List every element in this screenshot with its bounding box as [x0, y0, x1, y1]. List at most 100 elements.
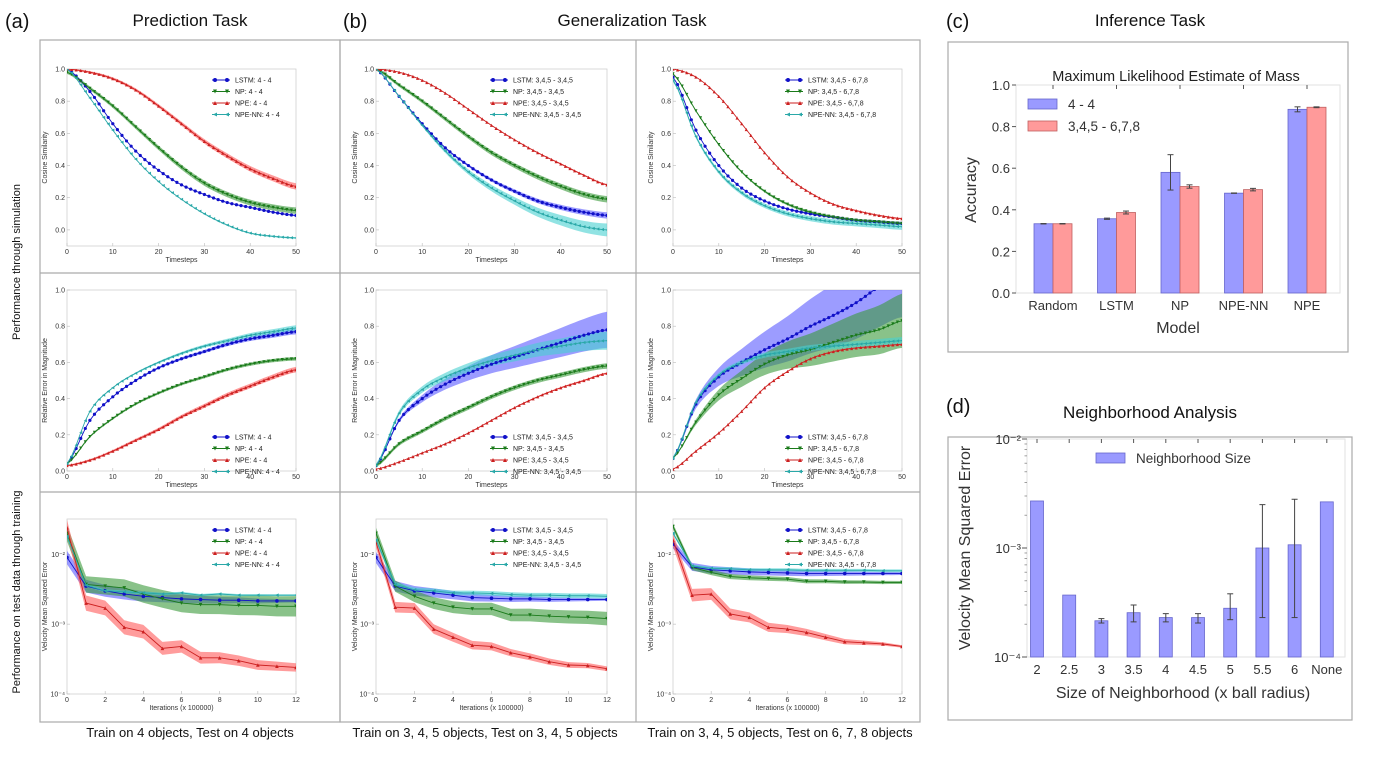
- data-point: [790, 366, 794, 371]
- data-point: [92, 102, 97, 106]
- data-point: [817, 212, 822, 217]
- data-point: [211, 346, 216, 351]
- data-point: [531, 173, 535, 177]
- data-point: [559, 218, 563, 222]
- x-tick-label: 30: [807, 249, 815, 256]
- x-tick-label: 6: [1291, 662, 1298, 677]
- x-axis-label: Timesteps: [771, 482, 804, 489]
- data-point: [102, 453, 106, 457]
- data-point: [694, 400, 698, 404]
- data-point: [859, 342, 863, 346]
- data-point: [582, 340, 586, 345]
- panel-b-label: (b): [343, 11, 367, 33]
- data-point: [886, 220, 890, 225]
- data-point: [804, 211, 808, 215]
- data-point: [170, 360, 174, 364]
- data-point: [476, 170, 480, 174]
- data-point: [147, 432, 152, 436]
- data-point: [776, 209, 780, 213]
- data-point: [605, 328, 607, 332]
- data-point: [767, 201, 771, 205]
- data-point: [886, 224, 890, 228]
- data-point: [207, 184, 211, 188]
- data-point: [900, 644, 902, 649]
- legend-marker: [491, 458, 495, 462]
- y-tick-label: 0.2: [364, 432, 374, 439]
- data-point: [411, 395, 415, 399]
- y-tick-label: 0.6: [55, 131, 65, 138]
- y-tick-label: 0.0: [661, 469, 671, 476]
- legend-marker: [798, 112, 802, 117]
- y-tick-label: 0.4: [55, 396, 65, 403]
- bar-4-4: [1033, 223, 1054, 294]
- data-point: [882, 220, 886, 224]
- data-point: [499, 129, 503, 133]
- data-point: [605, 183, 607, 187]
- legend-marker: [786, 112, 790, 117]
- line-chart: 0 10 20 30 40 500.00.20.40.60.81.0TimestepsCo…: [648, 67, 906, 265]
- data-point: [129, 152, 133, 156]
- data-point: [294, 594, 296, 597]
- legend-item: NP: 3,4,5 - 6,7,8: [785, 539, 859, 546]
- data-point: [67, 534, 69, 539]
- data-point: [429, 381, 434, 386]
- data-point: [508, 650, 513, 655]
- data-point: [881, 569, 885, 573]
- data-point: [147, 395, 152, 399]
- data-point: [772, 161, 776, 165]
- data-point: [489, 178, 494, 182]
- data-point: [513, 138, 517, 142]
- data-point: [517, 201, 521, 205]
- data-point: [887, 278, 890, 281]
- data-point: [448, 440, 452, 444]
- data-point: [244, 334, 248, 338]
- data-point: [189, 348, 193, 352]
- panel-d-label: (d): [946, 396, 970, 418]
- data-point: [744, 194, 748, 198]
- data-point: [795, 209, 799, 213]
- data-point: [708, 158, 712, 162]
- x-tick-label: 10: [254, 697, 262, 704]
- data-point: [239, 228, 243, 233]
- data-point: [795, 214, 799, 218]
- data-point: [549, 181, 554, 185]
- data-point: [211, 217, 216, 221]
- data-point: [680, 436, 684, 441]
- chart-title: Maximum Likelihood Estimate of Mass: [1052, 69, 1299, 85]
- data-point: [88, 435, 92, 439]
- data-point: [207, 402, 211, 406]
- data-point: [813, 193, 817, 198]
- legend-item: NPE-NN: 3,4,5 - 3,4,5: [490, 469, 581, 476]
- data-point: [735, 165, 739, 169]
- data-point: [673, 538, 675, 542]
- series-band-npe: [673, 533, 902, 648]
- data-point: [383, 456, 387, 460]
- data-point: [799, 207, 803, 212]
- data-point: [276, 178, 280, 182]
- data-point: [900, 217, 902, 221]
- data-point: [166, 111, 170, 115]
- data-point: [415, 400, 420, 404]
- data-point: [785, 577, 790, 581]
- bar: [1094, 620, 1109, 658]
- legend-label: 3,4,5 - 6,7,8: [1068, 119, 1140, 134]
- data-point: [591, 331, 595, 335]
- data-point: [680, 69, 684, 73]
- data-point: [721, 175, 725, 179]
- data-point: [439, 385, 443, 389]
- data-point: [379, 456, 383, 460]
- legend-item: 3,4,5 - 6,7,8: [1027, 119, 1140, 134]
- legend-label: NPE-NN: 3,4,5 - 6,7,8: [808, 562, 876, 569]
- data-point: [712, 377, 716, 381]
- data-point: [749, 357, 753, 361]
- data-point: [120, 379, 124, 383]
- data-point: [772, 195, 776, 199]
- data-point: [740, 360, 744, 364]
- data-point: [193, 189, 197, 193]
- data-point: [675, 77, 680, 81]
- legend-label: NPE: 3,4,5 - 3,4,5: [513, 551, 569, 558]
- data-point: [522, 204, 526, 208]
- data-point: [271, 205, 275, 209]
- data-point: [102, 97, 106, 101]
- data-point: [868, 219, 872, 223]
